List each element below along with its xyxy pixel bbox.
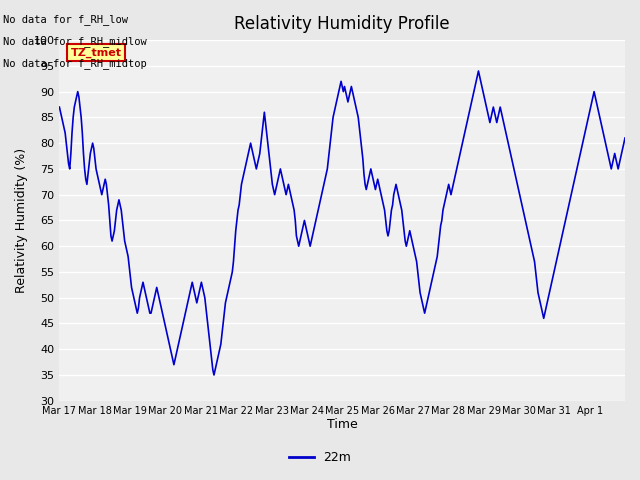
Text: No data for f_RH_low: No data for f_RH_low (3, 14, 128, 25)
Title: Relativity Humidity Profile: Relativity Humidity Profile (234, 15, 450, 33)
Legend: 22m: 22m (284, 446, 356, 469)
Y-axis label: Relativity Humidity (%): Relativity Humidity (%) (15, 148, 28, 293)
Text: No data for f_RH_midlow: No data for f_RH_midlow (3, 36, 147, 47)
X-axis label: Time: Time (327, 419, 358, 432)
Text: No data for f_RH_midtop: No data for f_RH_midtop (3, 58, 147, 69)
Text: TZ_tmet: TZ_tmet (71, 48, 122, 58)
